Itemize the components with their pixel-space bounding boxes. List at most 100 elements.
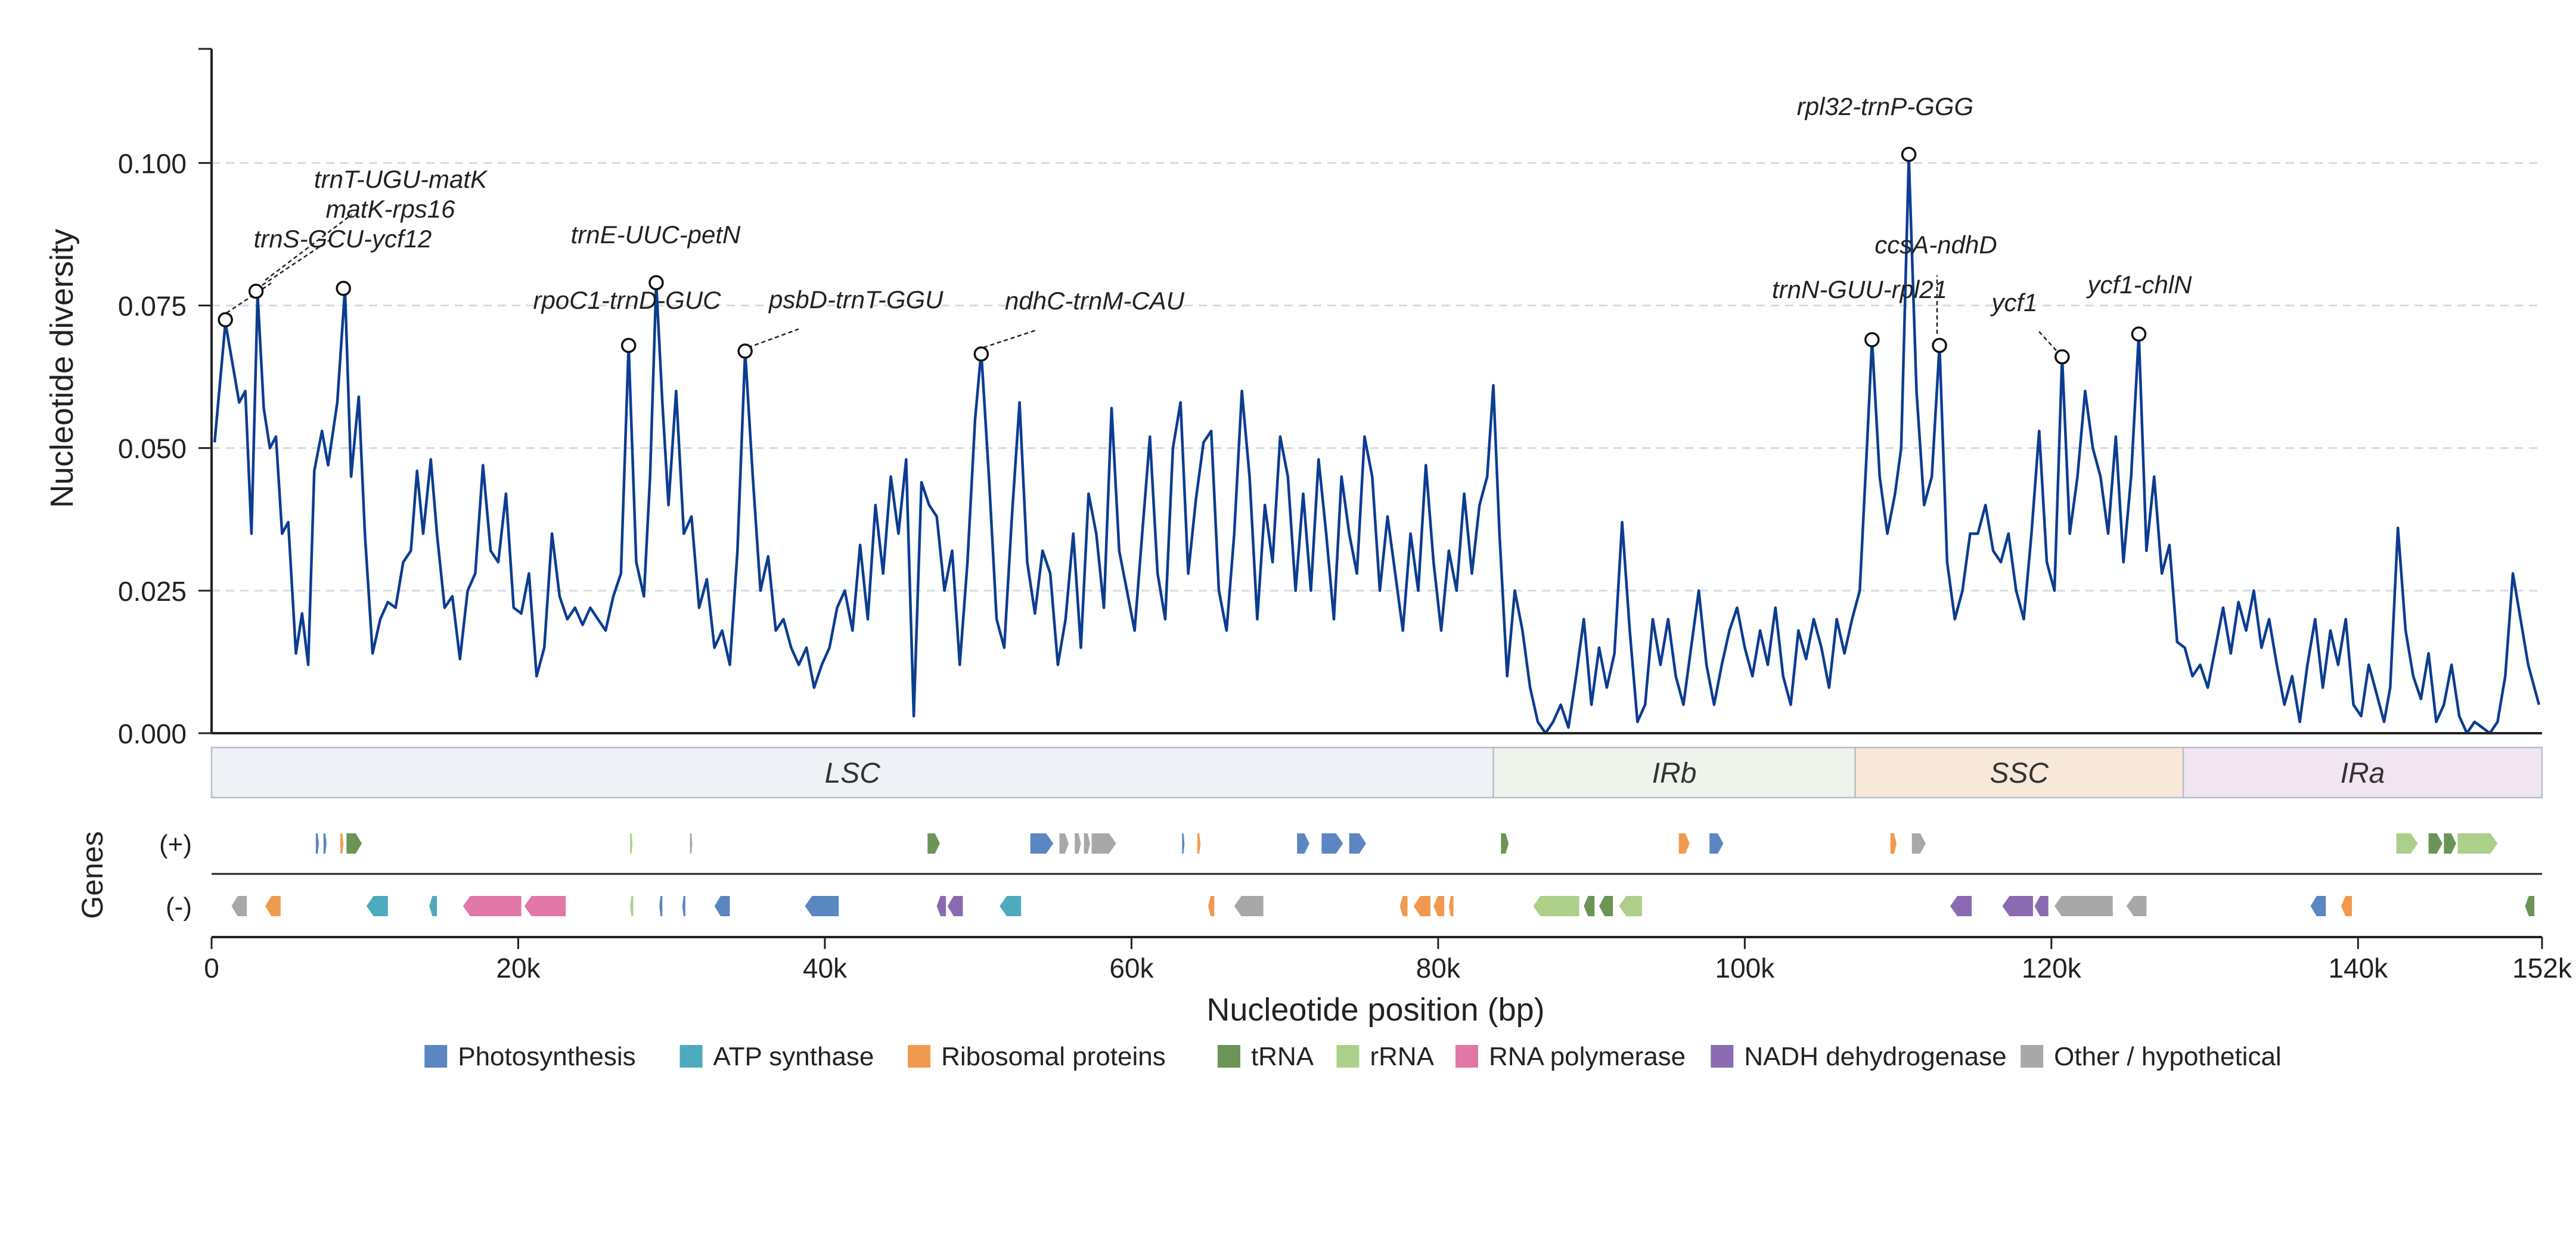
legend-swatch-7 <box>2021 1045 2044 1068</box>
gene-18 <box>1678 833 1690 854</box>
gene-0 <box>315 833 319 854</box>
x-axis: 0 20k 40k 60k 80k 100k 120k 140k 152k <box>204 936 2572 984</box>
peak-label-4: trnE-UUC-petN <box>571 221 741 249</box>
peak-leader-5 <box>747 328 799 349</box>
axes: 0.000 0.025 0.050 0.075 0.100 <box>118 48 2542 749</box>
legend-swatch-1 <box>679 1045 703 1068</box>
gene-8 <box>1059 833 1069 854</box>
gene-40 <box>1208 896 1215 916</box>
gene-20 <box>1890 833 1897 854</box>
gene-13 <box>1197 833 1201 854</box>
region-2 <box>1854 746 2184 799</box>
legend-swatch-2 <box>908 1045 931 1068</box>
legend-label-4: rRNA <box>1370 1042 1434 1071</box>
x-tick-label-5: 100k <box>1715 953 1775 984</box>
peak-leader-2 <box>265 214 352 281</box>
gene-15 <box>1321 833 1343 854</box>
gene-9 <box>1075 833 1081 854</box>
peak-label-9: ccsA-ndhD <box>1874 231 1997 259</box>
x-tick-label-0: 0 <box>204 953 219 984</box>
x-tick-label-2: 40k <box>803 953 848 984</box>
peak-label-2: trnT-UGU-matK <box>314 165 488 193</box>
peak-marker-7 <box>1864 332 1880 348</box>
gene-28 <box>366 896 388 916</box>
legend-swatch-6 <box>1711 1045 1734 1068</box>
gene-48 <box>1599 896 1613 916</box>
region-3 <box>2182 746 2543 799</box>
peak-marker-0 <box>218 312 233 328</box>
x-tick-label-3: 60k <box>1109 953 1154 984</box>
legend-swatch-5 <box>1455 1045 1478 1068</box>
y-tick-label-3: 0.075 <box>118 291 187 322</box>
x-tick-label-4: 80k <box>1416 953 1461 984</box>
region-label-3: IRa <box>2341 758 2385 789</box>
legend-swatch-3 <box>1217 1045 1240 1068</box>
peak-annotations: trnS-GCU-ycf12matK-rps16trnT-UGU-matKrpo… <box>218 92 2192 365</box>
peak-label-3: rpoC1-trnD-GUC <box>533 286 721 314</box>
x-axis-label: Nucleotide position (bp) <box>1206 992 1544 1028</box>
gene-11 <box>1091 833 1116 854</box>
gridlines <box>212 162 2542 592</box>
legend-label-1: ATP synthase <box>713 1042 874 1071</box>
gene-29 <box>429 896 437 916</box>
legend-swatch-0 <box>424 1045 448 1068</box>
gene-50 <box>1950 896 1972 916</box>
peak-leader-0 <box>226 282 272 314</box>
gene-6 <box>927 833 940 854</box>
peak-label-7: trnN-GUU-rpl21 <box>1772 275 1947 303</box>
gene-5 <box>690 833 693 854</box>
gene-34 <box>682 896 685 916</box>
gene-37 <box>936 896 946 916</box>
legend-label-3: tRNA <box>1251 1042 1314 1071</box>
peak-marker-10 <box>2054 349 2070 365</box>
y-axis-label: Nucleotide diversity <box>44 229 80 508</box>
gene-45 <box>1448 896 1454 916</box>
gene-4 <box>630 833 633 854</box>
gene-1 <box>323 833 327 854</box>
strand-label-1: (-) <box>166 892 192 922</box>
gene-35 <box>714 896 730 916</box>
region-label-1: IRb <box>1652 758 1697 789</box>
legend: Photosynthesis ATP synthase Ribosomal prot… <box>424 1042 2282 1071</box>
region-bar: LSC IRb SSC IRa <box>210 746 2543 799</box>
peak-marker-8 <box>1901 147 1917 162</box>
gene-22 <box>2396 833 2418 854</box>
gene-21 <box>1911 833 1926 854</box>
gene-33 <box>659 896 663 916</box>
peak-leader-1 <box>256 236 334 290</box>
gene-27 <box>265 896 281 916</box>
gene-44 <box>1433 896 1445 916</box>
gene-51 <box>2002 896 2033 916</box>
region-0 <box>210 746 1494 799</box>
peak-label-11: ycf1-chlN <box>2085 271 2192 299</box>
region-label-0: LSC <box>825 758 881 789</box>
region-label-2: SSC <box>1990 758 2049 789</box>
gene-17 <box>1501 833 1509 854</box>
peak-leader-10 <box>2038 330 2057 351</box>
x-tick-label-8: 152k <box>2512 953 2572 984</box>
gene-43 <box>1413 896 1431 916</box>
peak-label-5: psbD-trnT-GGU <box>768 286 944 314</box>
gene-16 <box>1349 833 1366 854</box>
gene-3 <box>346 833 362 854</box>
series-layer <box>213 156 2541 735</box>
gene-14 <box>1297 833 1309 854</box>
gene-53 <box>2054 896 2113 916</box>
gene-56 <box>2341 896 2352 916</box>
y-tick-label-0: 0.000 <box>118 718 187 749</box>
genes-label: Genes <box>76 831 109 919</box>
gene-52 <box>2034 896 2049 916</box>
gene-24 <box>2444 833 2456 854</box>
peak-label-10: ycf1 <box>1990 289 2037 317</box>
legend-swatch-4 <box>1336 1045 1360 1068</box>
legend-label-6: NADH dehydrogenase <box>1744 1042 2006 1071</box>
gene-47 <box>1584 896 1595 916</box>
gene-7 <box>1030 833 1054 854</box>
gene-track: (+) (-) <box>159 830 2542 922</box>
legend-label-0: Photosynthesis <box>458 1042 635 1071</box>
peak-marker-5 <box>737 343 753 359</box>
gene-57 <box>2525 896 2535 916</box>
gene-12 <box>1182 833 1185 854</box>
